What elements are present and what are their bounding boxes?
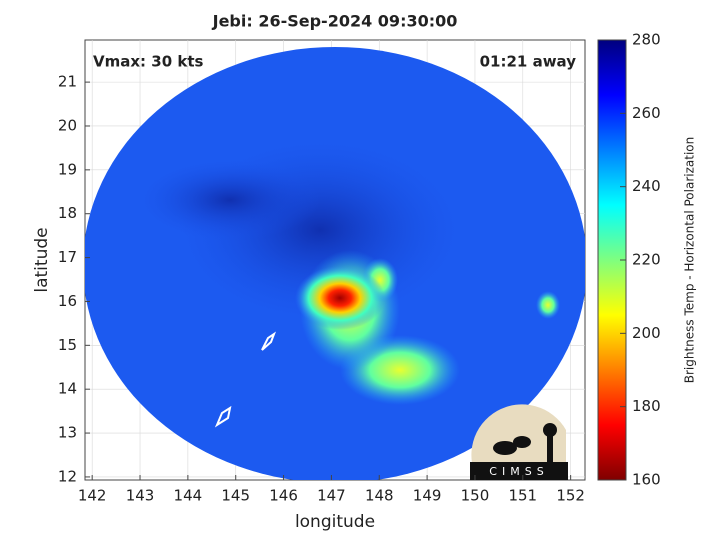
annotation: Vmax: 30 kts (93, 53, 203, 71)
colorbar-tick-label: 240 (632, 177, 661, 195)
x-tick-label: 147 (317, 487, 346, 505)
y-tick-label: 13 (58, 424, 77, 442)
colorbar-tick-label: 200 (632, 324, 661, 342)
colorbar-tick-label: 280 (632, 31, 661, 49)
annotation: 01:21 away (480, 53, 577, 71)
island (214, 405, 232, 428)
y-tick-label: 20 (58, 116, 77, 134)
y-tick-label: 21 (58, 73, 77, 91)
y-tick-label: 17 (58, 248, 77, 266)
x-axis-label: longitude (295, 512, 375, 532)
y-tick-label: 15 (58, 336, 77, 354)
chart-title: Jebi: 26-Sep-2024 09:30:00 (212, 12, 458, 31)
cloud (140, 160, 320, 240)
colorbar-tick-label: 160 (632, 471, 661, 489)
x-tick-label: 144 (174, 487, 203, 505)
logo-text: CIMSS (489, 465, 548, 478)
x-tick-label: 152 (556, 487, 585, 505)
x-tick-label: 146 (269, 487, 298, 505)
colorbar-tick-label: 260 (632, 104, 661, 122)
y-tick-label: 14 (58, 380, 77, 398)
island (261, 331, 277, 351)
logo: CIMSS (470, 404, 568, 480)
x-tick-label: 150 (461, 487, 490, 505)
convection (536, 291, 560, 319)
satellite-image (85, 47, 585, 480)
convection (295, 266, 385, 330)
y-tick-label: 18 (58, 204, 77, 222)
y-tick-label: 19 (58, 160, 77, 178)
y-tick-label: 16 (58, 292, 77, 310)
x-tick-label: 148 (365, 487, 394, 505)
x-tick-label: 142 (78, 487, 107, 505)
x-tick-label: 149 (413, 487, 442, 505)
y-axis-label: latitude (32, 227, 52, 292)
colorbar-label: Brightness Temp - Horizontal Polarizatio… (683, 137, 697, 384)
x-tick-label: 145 (221, 487, 250, 505)
y-tick-label: 12 (58, 467, 77, 485)
x-tick-label: 151 (508, 487, 537, 505)
colorbar-tick-label: 180 (632, 397, 661, 415)
x-tick-label: 143 (126, 487, 155, 505)
colorbar-tick-label: 220 (632, 251, 661, 269)
